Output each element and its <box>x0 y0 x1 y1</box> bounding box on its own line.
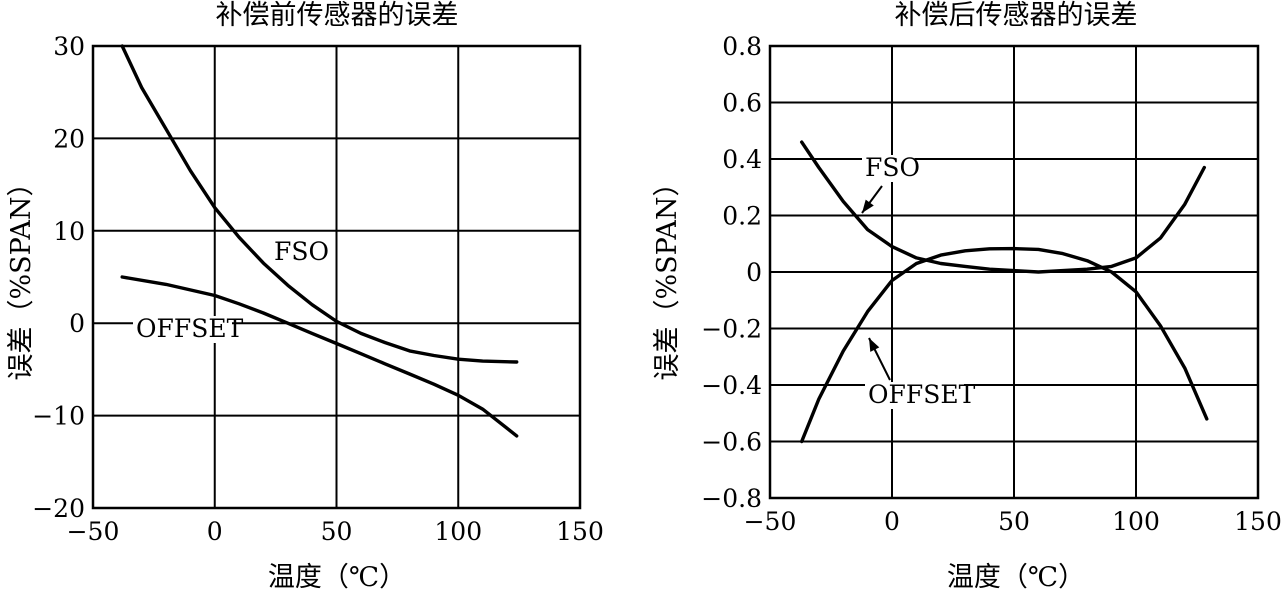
x-tick-label: 100 <box>1112 507 1160 536</box>
y-tick-label: −0.8 <box>701 484 762 513</box>
series-line-offset <box>800 246 1209 444</box>
plot-frame <box>768 44 1260 500</box>
y-tick-label: 0 <box>69 309 85 338</box>
y-tick-label: −0.2 <box>701 315 762 344</box>
offset-annotation-label: OFFSET <box>868 380 976 409</box>
x-tick-label: −50 <box>67 517 120 546</box>
fso-leader-arrow-head <box>862 199 874 213</box>
offset-annotation-label: OFFSET <box>136 314 244 343</box>
y-tick-label: −10 <box>32 402 85 431</box>
y-tick-label: 0.6 <box>722 89 762 118</box>
y-tick-label: −20 <box>32 494 85 523</box>
chart-before-compensation: 补偿前传感器的误差 温度（℃） 误差（%SPAN） −50 0 50 100 150−2… <box>6 0 604 591</box>
tick-labels: −50 0 50 100 150 −20 −10 0 10 20 30 <box>32 32 604 546</box>
y-axis-label: 误差（%SPAN） <box>652 170 683 381</box>
x-tick-label: 150 <box>556 517 604 546</box>
x-tick-label: 50 <box>321 517 353 546</box>
offset-leader-arrow-head <box>869 338 880 352</box>
y-tick-label: 0 <box>746 258 762 287</box>
y-tick-label: 30 <box>53 32 85 61</box>
y-tick-label: −0.4 <box>701 371 762 400</box>
x-tick-label: 150 <box>1234 507 1282 536</box>
series-line-fso <box>800 140 1206 274</box>
x-tick-label: 0 <box>884 507 900 536</box>
x-tick-label: 50 <box>998 507 1030 536</box>
series-lines <box>120 44 519 438</box>
series-line-fso <box>120 44 519 364</box>
fso-annotation-label: FSO <box>274 237 329 266</box>
tick-labels: −50 0 50 100 150 −0.8 −0.6 −0.4 −0.2 0 0.2 0.4 0.6 0.… <box>701 32 1282 536</box>
annotation-mask <box>133 316 232 343</box>
y-tick-label: −0.6 <box>701 428 762 457</box>
y-tick-label: 0.8 <box>722 32 762 61</box>
series-lines <box>800 140 1209 444</box>
plot-frame <box>91 44 582 510</box>
chart-title: 补偿前传感器的误差 <box>216 0 459 31</box>
x-axis-label: 温度（℃） <box>947 562 1085 591</box>
annotation-mask <box>271 239 324 266</box>
chart-after-compensation: 补偿后传感器的误差 温度（℃） 误差（%SPAN） −50 0 50 100 150 −0… <box>652 0 1282 591</box>
annotations: FSO OFFSET <box>133 237 329 343</box>
y-tick-label: 20 <box>53 124 85 153</box>
chart-title: 补偿后传感器的误差 <box>895 0 1138 31</box>
series-line-offset <box>120 275 519 438</box>
annotation-mask <box>862 155 915 182</box>
grid-and-frame <box>768 44 1260 500</box>
x-tick-label: 0 <box>207 517 223 546</box>
grid-and-frame <box>91 44 582 510</box>
y-axis-label: 误差（%SPAN） <box>6 170 37 381</box>
annotation-mask <box>865 382 964 409</box>
x-tick-label: 100 <box>434 517 482 546</box>
x-axis-label: 温度（℃） <box>268 562 406 591</box>
annotations: FSO OFFSET <box>861 153 976 409</box>
y-tick-label: 0.4 <box>722 145 762 174</box>
y-tick-label: 0.2 <box>722 202 762 231</box>
y-tick-label: 10 <box>53 217 85 246</box>
fso-annotation-label: FSO <box>865 153 920 182</box>
x-tick-label: −50 <box>744 507 797 536</box>
